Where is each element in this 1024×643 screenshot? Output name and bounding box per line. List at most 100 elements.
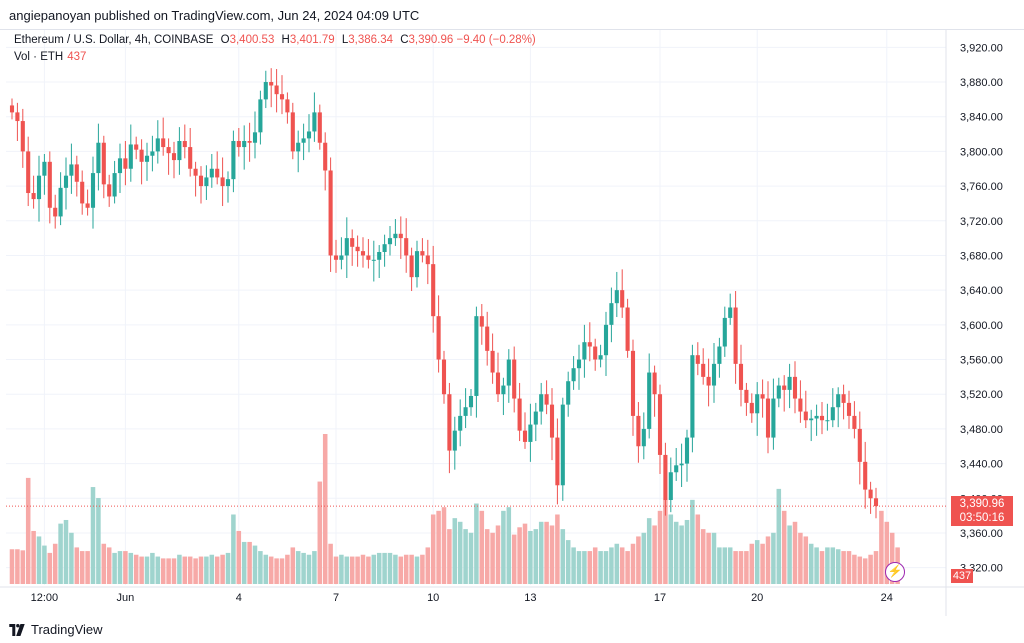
volume-bar bbox=[187, 556, 193, 584]
volume-bar bbox=[619, 547, 625, 584]
candle-body bbox=[701, 363, 706, 377]
y-tick-label: 3,600.00 bbox=[960, 320, 1003, 332]
volume-bar bbox=[733, 551, 738, 584]
candle-body bbox=[841, 394, 846, 403]
volume-bar bbox=[819, 551, 825, 584]
x-tick-label: 4 bbox=[236, 592, 242, 604]
volume-bar bbox=[754, 540, 760, 584]
close-label: C bbox=[400, 34, 409, 46]
volume-bar bbox=[398, 556, 404, 584]
candle-body bbox=[463, 407, 468, 416]
candle-body bbox=[782, 385, 787, 390]
candle-body bbox=[188, 147, 193, 169]
volume-bar bbox=[765, 536, 771, 584]
lightning-icon[interactable]: ⚡ bbox=[885, 562, 905, 582]
candle-body bbox=[452, 430, 457, 451]
candle-body bbox=[760, 394, 765, 399]
y-tick-label: 3,680.00 bbox=[960, 250, 1003, 262]
volume-bar bbox=[209, 554, 215, 584]
volume-bar bbox=[376, 552, 382, 584]
volume-bar bbox=[517, 527, 522, 584]
volume-bar bbox=[528, 530, 533, 584]
open-value: 3,400.53 bbox=[229, 34, 275, 46]
y-tick-label: 3,360.00 bbox=[960, 528, 1003, 540]
volume-bar bbox=[630, 543, 636, 584]
candle-body bbox=[150, 151, 155, 156]
candle-body bbox=[598, 355, 603, 360]
candle-body bbox=[112, 173, 117, 197]
volume-bar bbox=[15, 549, 20, 584]
volume-bar bbox=[474, 503, 479, 584]
volume-bar bbox=[884, 521, 890, 584]
volume-bar bbox=[150, 552, 155, 584]
candle-body bbox=[641, 428, 646, 447]
y-tick-label: 3,640.00 bbox=[960, 285, 1003, 297]
candle-body bbox=[128, 144, 133, 169]
candle-body bbox=[296, 142, 301, 152]
volume-bar bbox=[814, 547, 819, 584]
volume-bar bbox=[447, 529, 452, 584]
high-label: H bbox=[281, 34, 290, 46]
y-tick-label: 3,840.00 bbox=[960, 112, 1003, 124]
volume-bar bbox=[414, 556, 420, 584]
candle-body bbox=[614, 290, 619, 304]
volume-bar bbox=[738, 551, 744, 584]
y-tick-label: 3,440.00 bbox=[960, 459, 1003, 471]
volume-bar bbox=[387, 552, 393, 584]
candle-body bbox=[279, 94, 285, 100]
published-by-text: angiepanoyan published on TradingView.co… bbox=[9, 8, 420, 23]
volume-bar bbox=[511, 534, 517, 584]
candle-body bbox=[274, 85, 279, 95]
candle-body bbox=[134, 144, 139, 150]
candle-body bbox=[161, 138, 166, 148]
candle-body bbox=[765, 398, 771, 438]
volume-bar bbox=[133, 554, 139, 584]
symbol-legend[interactable]: Ethereum / U.S. Dollar, 4h, COINBASE O3,… bbox=[14, 34, 536, 46]
candle-body bbox=[382, 244, 387, 252]
candle-body bbox=[166, 147, 171, 154]
candle-body bbox=[560, 404, 565, 486]
volume-bar bbox=[679, 525, 684, 584]
candle-body bbox=[652, 372, 657, 395]
candle-body bbox=[398, 233, 403, 239]
volume-bar bbox=[382, 552, 387, 584]
candle-body bbox=[474, 316, 479, 396]
volume-bar bbox=[139, 556, 144, 584]
candle-body bbox=[825, 420, 830, 422]
volume-bar bbox=[274, 558, 279, 584]
volume-bar bbox=[79, 551, 85, 584]
volume-bar bbox=[549, 525, 555, 584]
volume-bar bbox=[852, 554, 857, 584]
volume-bar bbox=[490, 532, 495, 584]
volume-bar bbox=[117, 551, 123, 584]
volume-legend[interactable]: Vol · ETH 437 bbox=[14, 51, 86, 63]
volume-bar bbox=[258, 551, 263, 584]
candle-body bbox=[679, 463, 684, 466]
candle-body bbox=[80, 181, 85, 204]
volume-bar bbox=[463, 529, 468, 584]
candle-body bbox=[549, 404, 555, 438]
candle-body bbox=[63, 175, 69, 188]
candle-body bbox=[301, 138, 306, 143]
candle-body bbox=[258, 99, 263, 133]
candle-body bbox=[587, 342, 592, 347]
candle-body bbox=[90, 173, 96, 208]
volume-bar bbox=[20, 550, 26, 584]
candle-body bbox=[204, 177, 209, 187]
candle-body bbox=[522, 430, 528, 442]
candle-body bbox=[517, 398, 522, 431]
candle-body bbox=[404, 238, 409, 256]
volume-bar bbox=[862, 558, 868, 584]
candle-body bbox=[263, 82, 268, 100]
volume-bar bbox=[825, 547, 830, 584]
close-value: 3,390.96 bbox=[408, 34, 454, 46]
candle-body bbox=[42, 161, 47, 176]
volume-bar bbox=[193, 558, 198, 584]
x-tick-label: 20 bbox=[751, 592, 763, 604]
volume-bar bbox=[760, 543, 765, 584]
volume-bar bbox=[555, 514, 560, 584]
candle-body bbox=[414, 251, 420, 278]
volume-bar bbox=[263, 554, 269, 584]
volume-bar bbox=[727, 547, 733, 584]
